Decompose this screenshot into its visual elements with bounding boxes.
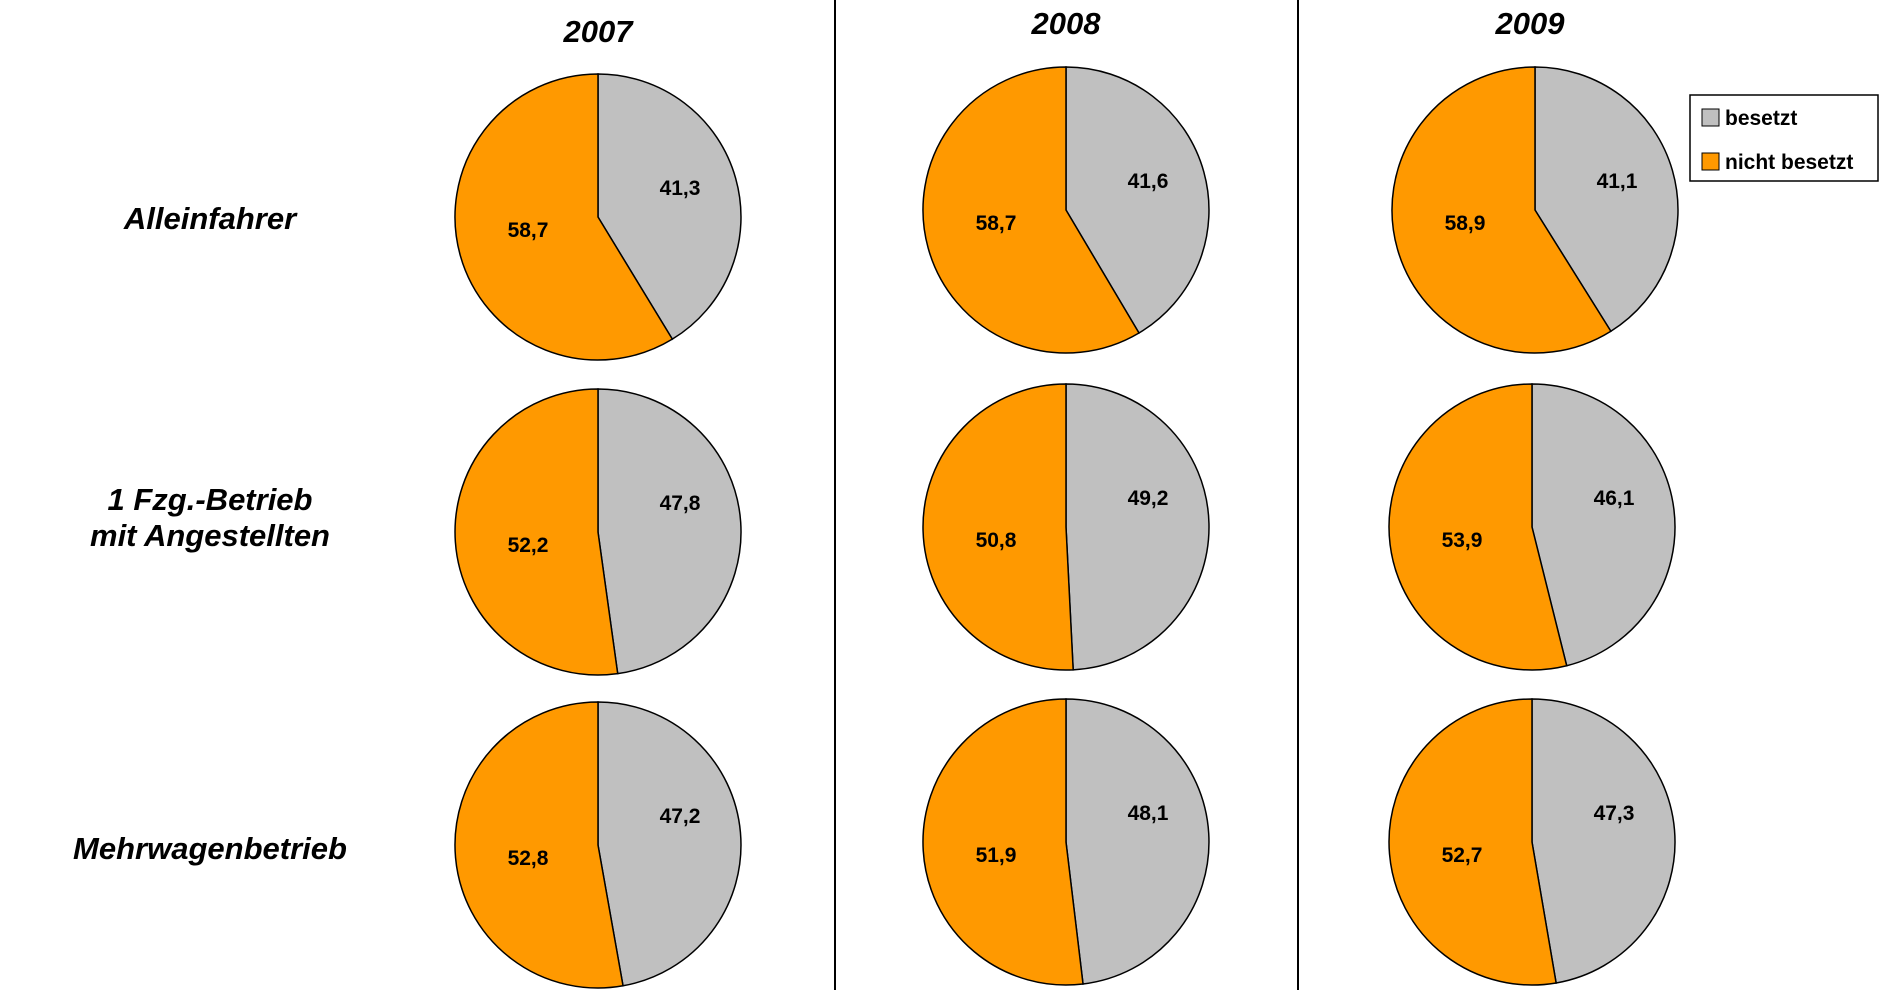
pie: 41,1 58,9 bbox=[1391, 66, 1679, 354]
value-label-nicht-besetzt: 58,9 bbox=[1445, 212, 1486, 235]
value-label-nicht-besetzt: 58,7 bbox=[508, 219, 549, 242]
value-label-nicht-besetzt: 50,8 bbox=[976, 529, 1017, 552]
value-label-nicht-besetzt: 52,8 bbox=[508, 847, 549, 870]
year-header: 2009 bbox=[1495, 6, 1566, 41]
legend: besetzt nicht besetzt bbox=[1689, 94, 1879, 182]
slice-besetzt bbox=[1531, 698, 1676, 984]
year-header: 2008 bbox=[1031, 6, 1102, 41]
slice-besetzt bbox=[1065, 66, 1210, 334]
value-label-besetzt: 41,1 bbox=[1597, 170, 1638, 193]
legend-swatch bbox=[1701, 108, 1720, 127]
pie: 47,3 52,7 bbox=[1388, 698, 1676, 986]
row-label: mit Angestellten bbox=[90, 518, 330, 553]
value-label-besetzt: 48,1 bbox=[1128, 802, 1169, 825]
value-label-nicht-besetzt: 52,7 bbox=[1442, 844, 1483, 867]
slice-nicht-besetzt bbox=[454, 701, 624, 989]
value-label-nicht-besetzt: 51,9 bbox=[976, 844, 1017, 867]
slice-nicht-besetzt bbox=[922, 383, 1074, 671]
pie: 49,2 50,8 bbox=[922, 383, 1210, 671]
slice-besetzt bbox=[1531, 383, 1676, 667]
slice-nicht-besetzt bbox=[1388, 698, 1558, 986]
pie: 47,8 52,2 bbox=[454, 388, 742, 676]
slice-nicht-besetzt bbox=[454, 73, 674, 361]
value-label-nicht-besetzt: 52,2 bbox=[508, 534, 549, 557]
value-label-besetzt: 47,2 bbox=[660, 805, 701, 828]
legend-label: nicht besetzt bbox=[1725, 151, 1853, 174]
slice-besetzt bbox=[597, 701, 742, 987]
row-label: 1 Fzg.-Betrieb bbox=[108, 482, 313, 517]
slice-nicht-besetzt bbox=[922, 66, 1141, 354]
row-label: Mehrwagenbetrieb bbox=[73, 831, 347, 866]
pie: 41,3 58,7 bbox=[454, 73, 742, 361]
slice-nicht-besetzt bbox=[454, 388, 619, 676]
slice-besetzt bbox=[1534, 66, 1679, 333]
pie: 46,1 53,9 bbox=[1388, 383, 1676, 671]
slice-besetzt bbox=[597, 388, 742, 675]
value-label-nicht-besetzt: 53,9 bbox=[1442, 529, 1483, 552]
slice-nicht-besetzt bbox=[1391, 66, 1612, 354]
slice-besetzt bbox=[1065, 383, 1210, 671]
row-label: Alleinfahrer bbox=[123, 201, 298, 236]
pie: 48,1 51,9 bbox=[922, 698, 1210, 986]
value-label-besetzt: 47,8 bbox=[660, 492, 701, 515]
legend-label: besetzt bbox=[1725, 107, 1797, 130]
legend-box bbox=[1689, 94, 1879, 182]
value-label-nicht-besetzt: 58,7 bbox=[976, 212, 1017, 235]
slice-nicht-besetzt bbox=[922, 698, 1084, 986]
pie: 47,2 52,8 bbox=[454, 701, 742, 989]
slice-besetzt bbox=[597, 73, 742, 341]
value-label-besetzt: 49,2 bbox=[1128, 487, 1169, 510]
pie: 41,6 58,7 bbox=[922, 66, 1210, 354]
slice-besetzt bbox=[1065, 698, 1210, 985]
value-label-besetzt: 47,3 bbox=[1594, 802, 1635, 825]
legend-swatch bbox=[1701, 152, 1720, 171]
slice-nicht-besetzt bbox=[1388, 383, 1568, 671]
value-label-besetzt: 41,3 bbox=[660, 177, 701, 200]
value-label-besetzt: 41,6 bbox=[1128, 170, 1169, 193]
year-header: 2007 bbox=[563, 14, 635, 49]
value-label-besetzt: 46,1 bbox=[1594, 487, 1635, 510]
